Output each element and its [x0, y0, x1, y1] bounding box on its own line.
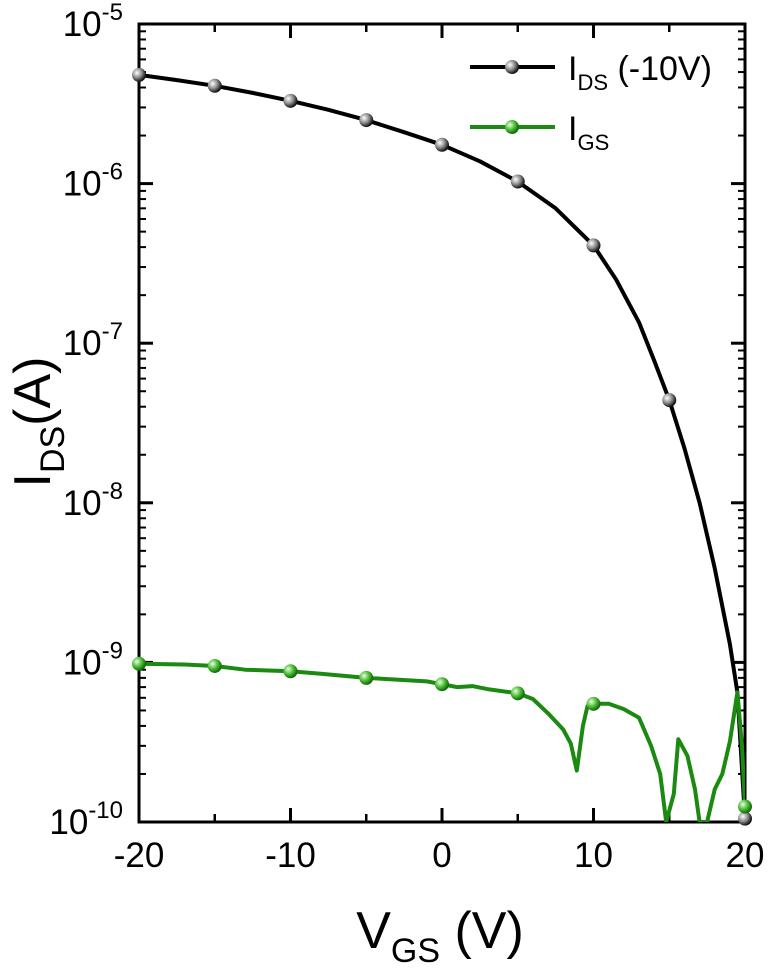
x-tick-label: 0 — [432, 836, 451, 875]
data-point-0 — [586, 238, 601, 253]
y-axis-title: IDS(A) — [4, 356, 72, 487]
legend-label-igs: IGS — [568, 110, 609, 155]
series-line-1 — [139, 661, 745, 822]
data-point-1 — [132, 656, 146, 671]
legend: IDS (-10V) IGS — [470, 50, 712, 155]
data-point-0 — [510, 174, 525, 189]
data-point-1 — [207, 658, 222, 673]
x-tick-label: -10 — [265, 836, 316, 875]
series-group — [139, 72, 745, 822]
data-point-0 — [283, 93, 298, 108]
x-tick-label: 10 — [574, 836, 613, 875]
y-tick-label: 10-8 — [63, 478, 123, 523]
data-point-1 — [738, 799, 752, 814]
data-point-0 — [738, 811, 752, 826]
markers-group — [132, 67, 752, 826]
legend-label-ids: IDS (-10V) — [568, 50, 712, 95]
y-tick-label: 10-10 — [49, 797, 123, 842]
x-tick-label: -20 — [114, 836, 165, 875]
data-point-1 — [510, 686, 525, 701]
x-tick-label: 20 — [726, 836, 765, 875]
y-tick-label: 10-5 — [63, 0, 123, 44]
data-point-0 — [662, 393, 677, 408]
data-point-1 — [283, 664, 298, 679]
data-point-0 — [435, 137, 449, 152]
x-axis-title: VGS (V) — [356, 902, 524, 970]
data-point-0 — [207, 78, 222, 93]
y-tick-label: 10-9 — [63, 637, 123, 682]
legend-marker-igs — [505, 120, 519, 134]
series-line-0 — [139, 72, 745, 819]
data-point-1 — [586, 696, 601, 711]
data-point-1 — [359, 670, 374, 685]
y-tick-label: 10-6 — [63, 159, 123, 204]
data-point-0 — [359, 113, 374, 128]
y-tick-label: 10-7 — [63, 318, 123, 363]
data-point-1 — [435, 677, 449, 692]
legend-marker-ids — [505, 60, 519, 74]
data-point-0 — [132, 67, 146, 82]
